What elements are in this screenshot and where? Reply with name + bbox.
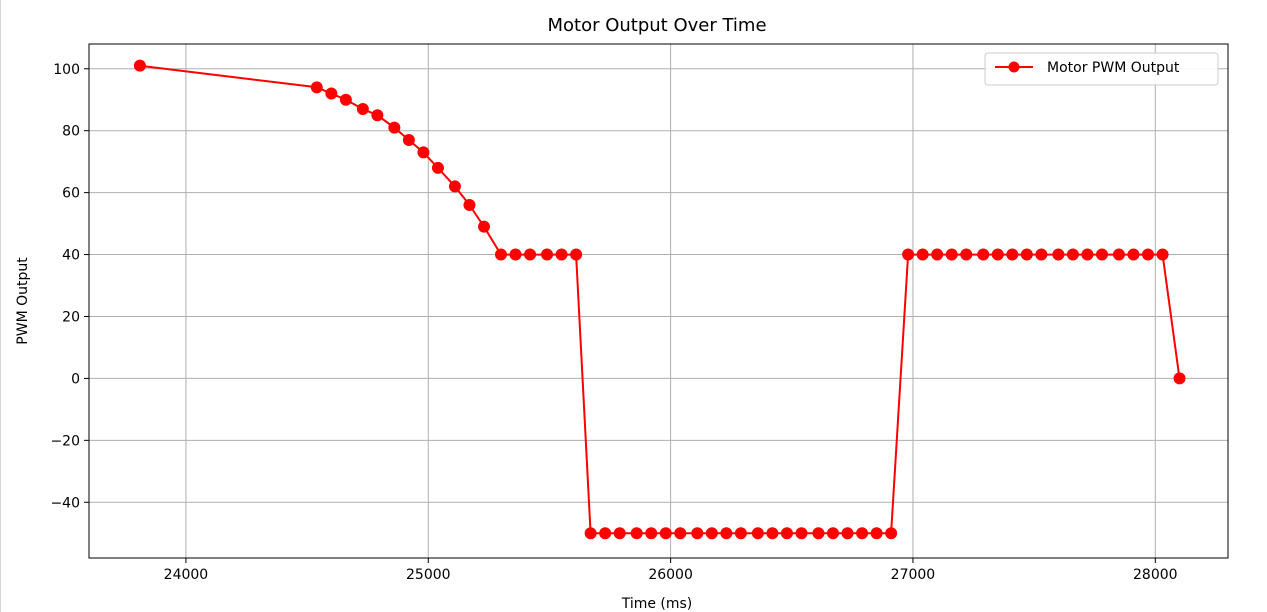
y-tick-label: 0 bbox=[71, 371, 80, 387]
data-point bbox=[478, 220, 491, 233]
data-point bbox=[402, 133, 415, 146]
data-point bbox=[1142, 248, 1155, 261]
data-point bbox=[977, 248, 990, 261]
data-point bbox=[431, 161, 444, 174]
data-point bbox=[463, 199, 476, 212]
data-point bbox=[584, 527, 597, 540]
x-tick-label: 24000 bbox=[164, 567, 209, 583]
data-point bbox=[1112, 248, 1125, 261]
data-point bbox=[960, 248, 973, 261]
data-point bbox=[325, 87, 338, 100]
data-point bbox=[1127, 248, 1140, 261]
data-point bbox=[1066, 248, 1079, 261]
x-axis: 24000 25000 26000 27000 28000 bbox=[164, 558, 1178, 583]
chart-title: Motor Output Over Time bbox=[547, 15, 766, 36]
panel-left-border bbox=[0, 0, 1, 612]
data-point bbox=[388, 121, 401, 134]
data-point bbox=[916, 248, 929, 261]
data-point bbox=[417, 146, 430, 159]
data-point bbox=[870, 527, 883, 540]
y-axis-title: PWM Output bbox=[15, 257, 31, 345]
data-point bbox=[931, 248, 944, 261]
data-point bbox=[812, 527, 825, 540]
y-tick-label: 60 bbox=[62, 186, 80, 202]
data-point bbox=[599, 527, 612, 540]
legend-marker-swatch bbox=[1008, 61, 1020, 73]
data-point bbox=[674, 527, 687, 540]
x-tick-label: 27000 bbox=[891, 567, 936, 583]
data-point bbox=[133, 59, 146, 72]
legend: Motor PWM Output bbox=[984, 52, 1219, 86]
series-line bbox=[139, 64, 1181, 535]
y-axis: −40 −20 0 20 40 60 80 100 bbox=[50, 62, 89, 511]
x-tick-label: 25000 bbox=[406, 567, 451, 583]
data-point bbox=[856, 527, 869, 540]
data-point bbox=[371, 109, 384, 122]
data-point bbox=[339, 93, 352, 106]
data-point bbox=[795, 527, 808, 540]
x-tick-label: 26000 bbox=[648, 567, 693, 583]
data-point bbox=[734, 527, 747, 540]
data-point bbox=[524, 248, 537, 261]
data-point bbox=[494, 248, 507, 261]
data-point bbox=[555, 248, 568, 261]
y-tick-label: −40 bbox=[50, 495, 80, 511]
grid bbox=[89, 44, 1228, 558]
data-point bbox=[766, 527, 779, 540]
y-tick-label: −20 bbox=[50, 433, 80, 449]
data-point bbox=[1095, 248, 1108, 261]
series-line-layer bbox=[139, 64, 1181, 535]
data-point bbox=[751, 527, 764, 540]
legend-label: Motor PWM Output bbox=[1047, 60, 1180, 76]
data-point bbox=[826, 527, 839, 540]
data-point bbox=[509, 248, 522, 261]
data-point bbox=[691, 527, 704, 540]
data-point bbox=[841, 527, 854, 540]
data-point bbox=[780, 527, 793, 540]
data-point bbox=[659, 527, 672, 540]
data-point bbox=[1156, 248, 1169, 261]
data-point bbox=[1052, 248, 1065, 261]
data-point bbox=[356, 103, 369, 116]
data-point bbox=[570, 248, 583, 261]
data-point bbox=[1006, 248, 1019, 261]
y-tick-label: 80 bbox=[62, 124, 80, 140]
data-point bbox=[885, 527, 898, 540]
data-point bbox=[902, 248, 915, 261]
data-point bbox=[448, 180, 461, 193]
data-point bbox=[310, 81, 323, 94]
y-tick-label: 40 bbox=[62, 248, 80, 264]
data-point bbox=[991, 248, 1004, 261]
data-point bbox=[720, 527, 733, 540]
data-point bbox=[630, 527, 643, 540]
data-point bbox=[645, 527, 658, 540]
x-tick-label: 28000 bbox=[1133, 567, 1178, 583]
data-point bbox=[541, 248, 554, 261]
data-point bbox=[945, 248, 958, 261]
series-marker-layer bbox=[133, 59, 1186, 540]
data-point bbox=[613, 527, 626, 540]
legend-box bbox=[984, 52, 1219, 86]
data-point bbox=[1020, 248, 1033, 261]
data-point bbox=[1173, 372, 1186, 385]
y-tick-label: 100 bbox=[53, 62, 80, 78]
data-point bbox=[1081, 248, 1094, 261]
data-point bbox=[1035, 248, 1048, 261]
x-axis-title: Time (ms) bbox=[621, 596, 693, 612]
data-point bbox=[705, 527, 718, 540]
y-tick-label: 20 bbox=[62, 309, 80, 325]
plot-frame bbox=[88, 43, 1229, 559]
